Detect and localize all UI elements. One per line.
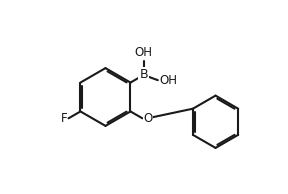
Text: B: B <box>139 68 148 81</box>
Text: OH: OH <box>134 46 153 59</box>
Text: O: O <box>143 112 153 125</box>
Text: F: F <box>60 112 67 125</box>
Text: OH: OH <box>159 74 177 87</box>
